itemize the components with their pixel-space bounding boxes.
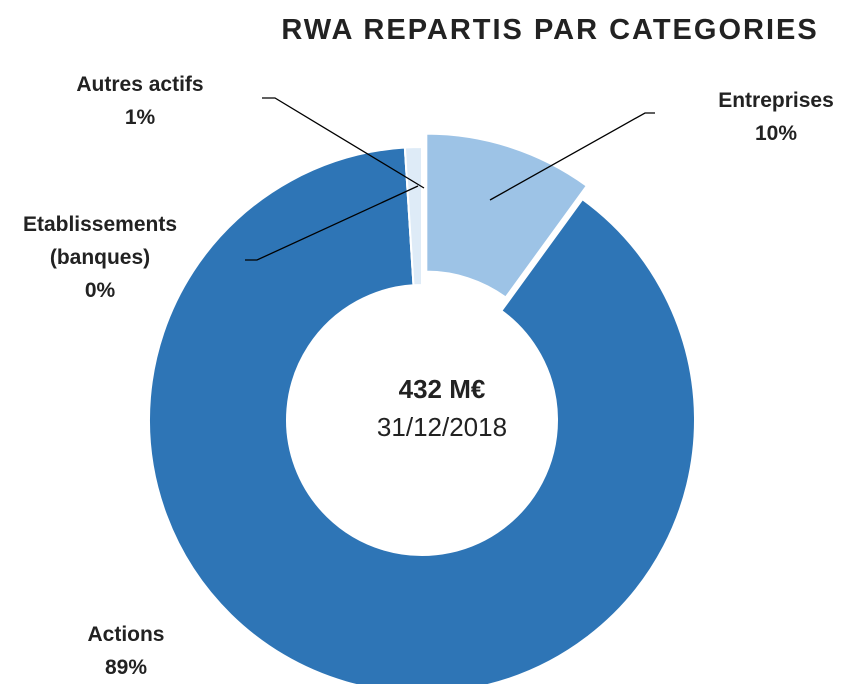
category-name: Actions — [87, 623, 165, 646]
data-label: Actions 89% — [56, 618, 196, 684]
leader-lines — [245, 97, 655, 261]
category-name: Autres actifs — [76, 73, 204, 96]
center-value: 432 M€ — [398, 374, 486, 404]
data-label: Etablissements (banques) 0% — [5, 208, 195, 307]
slices — [148, 132, 696, 684]
value-label: 1% — [124, 106, 156, 129]
slice — [148, 146, 696, 684]
value-label: 0% — [84, 279, 116, 302]
data-label: Entreprises 10% — [706, 84, 846, 150]
slice — [403, 145, 423, 287]
chart-title: RWA REPARTIS PAR CATEGORIES — [281, 14, 819, 46]
category-name: Etablissements (banques) — [22, 213, 178, 269]
slice — [425, 132, 589, 299]
leader-line — [262, 97, 425, 189]
value-label: 10% — [754, 122, 798, 145]
center-date: 31/12/2018 — [376, 412, 508, 442]
leader-line — [489, 112, 655, 201]
value-label: 89% — [104, 656, 148, 679]
category-name: Entreprises — [718, 89, 834, 112]
data-label: Autres actifs 1% — [50, 68, 230, 134]
leader-line — [245, 185, 419, 261]
center-label: 432 M€ 31/12/2018 — [377, 370, 507, 446]
